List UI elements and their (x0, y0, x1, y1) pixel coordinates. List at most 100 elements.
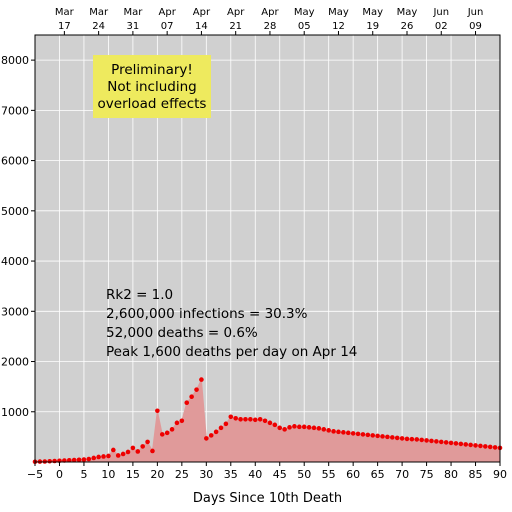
data-point (336, 429, 341, 435)
data-point (453, 441, 459, 446)
data-point (248, 417, 253, 422)
data-point (404, 436, 410, 442)
data-point (341, 430, 346, 435)
y-tick-label: 7000 (1, 104, 29, 117)
data-point (429, 438, 434, 444)
data-point (262, 418, 268, 424)
data-point (174, 420, 180, 426)
data-point (86, 456, 92, 462)
data-point (159, 432, 165, 437)
data-point (365, 432, 371, 438)
data-point (257, 417, 263, 422)
data-point (194, 387, 199, 392)
note-line: Not including (107, 79, 196, 95)
y-tick-label: 2000 (1, 356, 29, 369)
top-tick-month: May (328, 7, 349, 18)
top-tick-date: 19 (366, 21, 379, 32)
data-point (478, 443, 483, 449)
data-point (331, 429, 336, 434)
data-point (252, 417, 258, 423)
data-point (287, 425, 292, 430)
top-tick-month: Mar (89, 7, 109, 18)
x-tick-label: 40 (248, 468, 262, 481)
top-tick-date: 26 (401, 21, 414, 32)
stats-line: 2,600,000 infections = 30.3% (106, 306, 308, 322)
x-tick-label: 35 (224, 468, 238, 481)
top-date-axis: Mar 17 Mar 24 Mar 31 Apr 07 Apr 14 Apr 21 Apr 28 May 05… (55, 7, 483, 35)
data-point (468, 442, 473, 448)
data-point (243, 417, 248, 422)
data-point (184, 400, 190, 406)
data-point (463, 442, 469, 447)
data-point (101, 454, 106, 459)
data-point (140, 444, 145, 449)
stats-line: Peak 1,600 deaths per day on Apr 14 (106, 344, 357, 360)
data-point (71, 457, 77, 463)
data-point (301, 424, 307, 430)
top-tick-month: Jun (467, 7, 484, 18)
data-point (47, 458, 52, 464)
y-tick-label: 1000 (1, 406, 29, 419)
y-tick-label: 3000 (1, 305, 29, 318)
note-box (93, 55, 211, 118)
x-tick-label: 20 (150, 468, 164, 481)
data-point (326, 428, 331, 433)
x-tick-label: 90 (493, 468, 507, 481)
data-point (125, 449, 131, 455)
data-point (434, 439, 439, 444)
data-point (179, 418, 185, 424)
data-point (120, 451, 126, 457)
stats-line: 52,000 deaths = 0.6% (106, 325, 258, 341)
data-point (360, 432, 366, 437)
data-point (487, 444, 493, 450)
data-point (81, 457, 87, 462)
top-tick-month: Apr (193, 7, 211, 18)
top-tick-month: Mar (55, 7, 75, 18)
x-tick-label: 5 (80, 468, 87, 481)
data-point (218, 425, 224, 431)
x-tick-label: 65 (371, 468, 385, 481)
data-point (189, 394, 194, 399)
data-point (438, 439, 444, 445)
data-point (311, 425, 317, 431)
top-tick-date: 14 (195, 21, 208, 32)
data-point (169, 427, 175, 432)
data-point (233, 416, 238, 421)
data-point (370, 433, 376, 438)
x-axis-title: Days Since 10th Death (193, 491, 342, 506)
top-tick-date: 31 (127, 21, 140, 32)
data-point (419, 437, 424, 443)
data-point (399, 436, 405, 441)
x-tick-label: 80 (444, 468, 458, 481)
y-tick-label: 6000 (1, 155, 29, 168)
data-point (321, 427, 327, 432)
x-tick-label: 15 (126, 468, 140, 481)
x-tick-label: −5 (27, 468, 43, 481)
data-point (213, 429, 219, 435)
top-tick-date: 21 (229, 21, 242, 32)
top-tick-date: 17 (58, 21, 71, 32)
data-point (355, 431, 361, 437)
data-point (282, 427, 287, 432)
y-axis-ticks: 1000 2000 3000 4000 5000 6000 7000 8000 (1, 54, 35, 419)
top-tick-date: 09 (469, 21, 482, 32)
top-tick-month: Apr (261, 7, 279, 18)
stats-annotation: Rk2 = 1.0 2,600,000 infections = 30.3% 52,… (106, 287, 357, 360)
data-point (96, 454, 101, 460)
x-tick-label: 0 (56, 468, 63, 481)
data-point (390, 435, 395, 440)
data-point (130, 445, 136, 451)
data-point (238, 417, 243, 422)
top-tick-month: May (294, 7, 315, 18)
top-tick-date: 02 (435, 21, 448, 32)
top-tick-date: 05 (298, 21, 311, 32)
data-point (277, 425, 283, 431)
top-tick-month: Jun (432, 7, 449, 18)
data-point (292, 424, 297, 429)
data-point (483, 444, 488, 449)
top-tick-month: Apr (227, 7, 245, 18)
x-tick-label: 85 (469, 468, 483, 481)
note-line: overload effects (98, 96, 207, 112)
x-tick-label: 75 (420, 468, 434, 481)
data-point (145, 439, 150, 445)
